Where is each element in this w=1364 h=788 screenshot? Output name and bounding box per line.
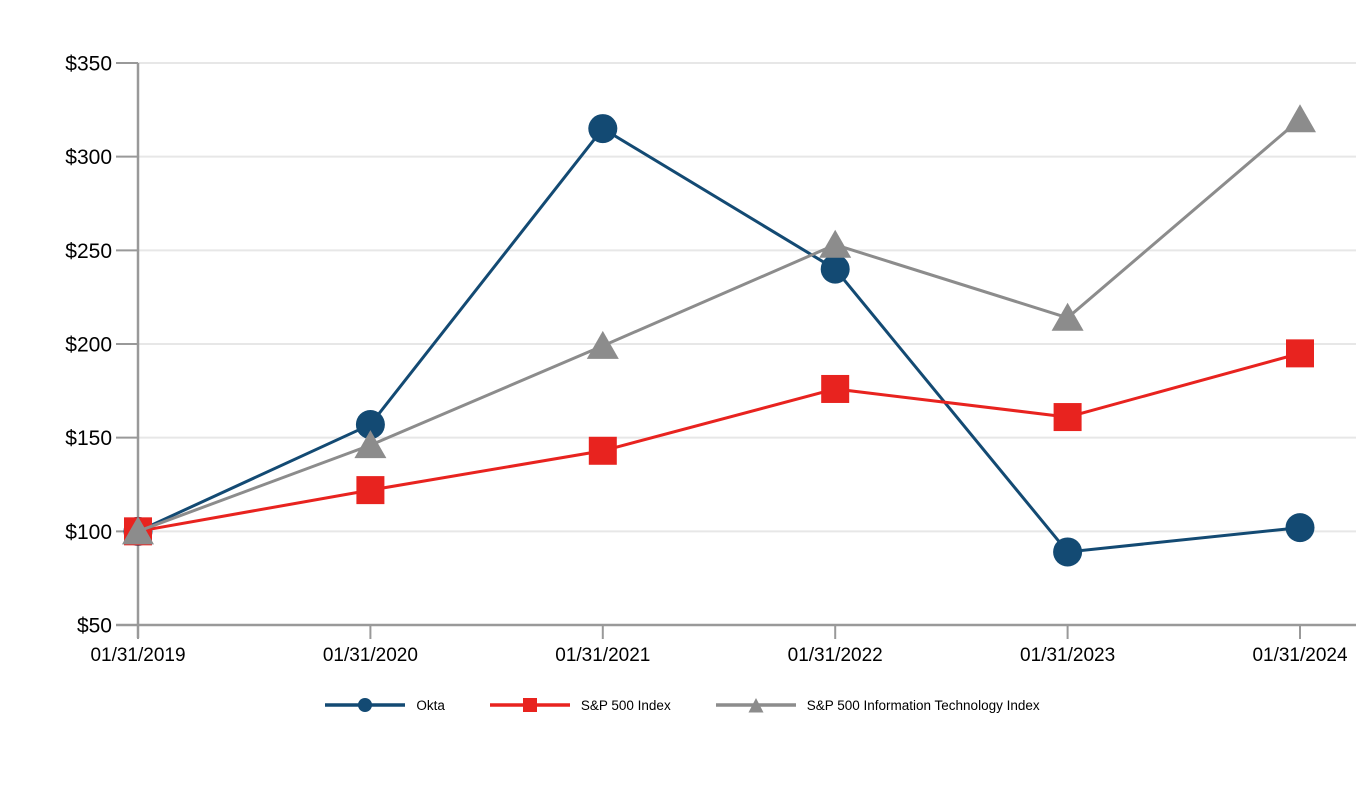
sp500-it-line-triangle-marker-icon <box>715 698 796 713</box>
y-tick-label-300: $300 <box>65 146 112 169</box>
series-okta-line <box>137 126 1301 554</box>
x-tick-label-01-31-2020: 01/31/2020 <box>323 645 418 666</box>
y-tick-label-150: $150 <box>65 427 112 450</box>
x-tick-label-01-31-2022: 01/31/2022 <box>788 645 883 666</box>
legend-item-sp500-it: S&P 500 Information Technology Index <box>715 696 1040 714</box>
y-tick-label-350: $350 <box>65 53 112 76</box>
series-s-p-500-information-technology-index-point-1 <box>354 430 387 459</box>
series-okta-point-3 <box>820 254 850 284</box>
legend-label-sp500-it: S&P 500 Information Technology Index <box>806 697 1040 713</box>
series-okta-point-2 <box>588 114 618 144</box>
x-tick-label-01-31-2023: 01/31/2023 <box>1020 645 1115 666</box>
series-s-p-500-index-point-1 <box>356 476 385 505</box>
series-s-p-500-information-technology-index-line <box>137 118 1301 533</box>
axis-labels-group: $350 $300 $250 $200 $150 $100 $50 01/31/2019 01/… <box>65 53 1348 667</box>
series-okta-point-4 <box>1053 537 1083 567</box>
series-okta-point-5 <box>1285 513 1315 543</box>
chart-legend: Okta S&P 500 Index S&P 500 Information T… <box>0 696 1364 714</box>
legend-item-sp500: S&P 500 Index <box>489 696 671 714</box>
axes-group <box>116 62 1356 639</box>
x-tick-label-01-31-2019: 01/31/2019 <box>90 645 185 666</box>
series-s-p-500-index-point-5 <box>1286 339 1314 368</box>
series-s-p-500-information-technology-index-point-3 <box>819 229 852 258</box>
y-tick-label-200: $200 <box>65 334 112 357</box>
series-s-p-500-information-technology-index-point-0 <box>122 516 154 545</box>
series-s-p-500-index-line <box>137 351 1301 533</box>
data-series-group <box>122 104 1316 567</box>
series-s-p-500-information-technology-index-point-4 <box>1051 302 1084 331</box>
y-tick-label-100: $100 <box>65 521 112 544</box>
y-tick-label-50: $50 <box>77 615 112 638</box>
series-okta-point-1 <box>355 410 385 440</box>
sp500-line-square-marker-icon <box>489 698 570 712</box>
series-s-p-500-index-point-4 <box>1053 403 1082 432</box>
legend-label-sp500: S&P 500 Index <box>580 697 671 713</box>
x-tick-label-01-31-2021: 01/31/2021 <box>555 645 650 666</box>
gridlines-group <box>138 62 1356 533</box>
legend-label-okta: Okta <box>416 697 445 713</box>
y-tick-label-250: $250 <box>65 240 112 263</box>
legend-item-okta: Okta <box>324 696 445 714</box>
series-s-p-500-index-point-3 <box>821 374 850 403</box>
series-s-p-500-information-technology-index-point-2 <box>586 330 619 359</box>
okta-line-circle-marker-icon <box>325 698 406 712</box>
series-s-p-500-information-technology-index-point-5 <box>1284 104 1316 133</box>
series-s-p-500-index-point-2 <box>588 436 617 465</box>
x-tick-label-01-31-2024: 01/31/2024 <box>1252 645 1348 666</box>
